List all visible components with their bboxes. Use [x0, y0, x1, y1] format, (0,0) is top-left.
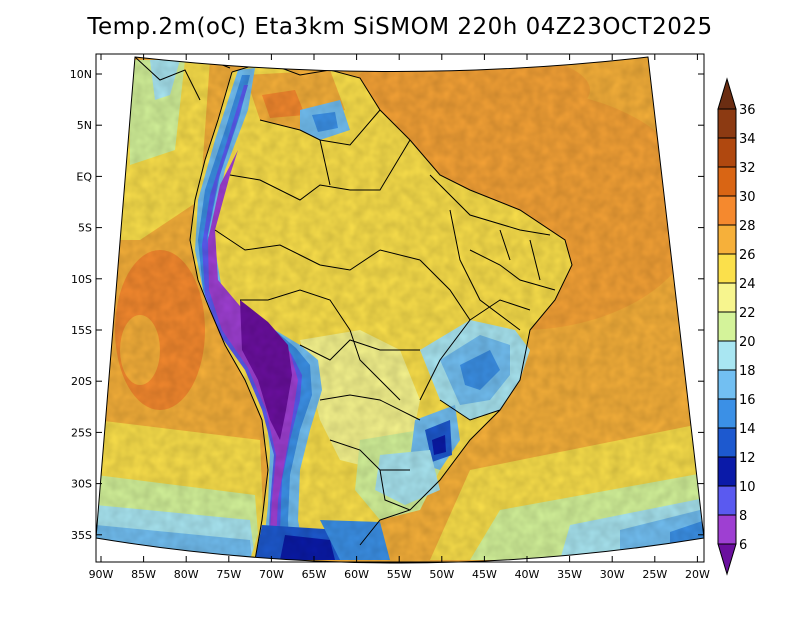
lon-label: 50W [429, 568, 454, 581]
colorbar-label: 10 [739, 480, 756, 495]
colorbar-segment [717, 137, 737, 168]
colorbar-label: 34 [739, 132, 756, 147]
lat-label: EQ [76, 170, 92, 183]
country-borders [134, 57, 573, 561]
colorbar-segment [717, 311, 737, 342]
colorbar-segment [717, 514, 737, 545]
lat-label: 20S [71, 375, 92, 388]
colorbar-bottom-arrow [717, 543, 737, 576]
lon-label: 20W [685, 568, 710, 581]
colorbar-top-arrow [717, 77, 737, 110]
lat-label: 5N [77, 119, 92, 132]
lat-label: 10N [70, 68, 92, 81]
map-frame [95, 56, 705, 564]
colorbar-segment [717, 340, 737, 371]
colorbar-label: 20 [739, 335, 756, 350]
lon-label: 85W [131, 568, 156, 581]
colorbar-segment [717, 282, 737, 313]
lon-label: 35W [557, 568, 582, 581]
colorbar-label: 18 [739, 364, 756, 379]
colorbar-label: 26 [739, 248, 756, 263]
colorbar-label: 16 [739, 393, 756, 408]
lon-label: 80W [174, 568, 199, 581]
lon-label: 70W [259, 568, 284, 581]
plot-frame [95, 53, 705, 563]
lat-label: 15S [71, 324, 92, 337]
colorbar-segment [717, 224, 737, 255]
lon-label: 60W [344, 568, 369, 581]
colorbar-label: 24 [739, 277, 756, 292]
colorbar-segment [717, 195, 737, 226]
colorbar: 36 34 32 30 28 26 24 22 20 18 16 14 12 10 8 6 [717, 77, 756, 576]
lon-label: 45W [472, 568, 497, 581]
colorbar-segment [717, 398, 737, 429]
lon-label: 25W [642, 568, 667, 581]
colorbar-segment [717, 456, 737, 487]
colorbar-segment [717, 369, 737, 400]
lon-label: 55W [387, 568, 412, 581]
colorbar-label: 12 [739, 451, 756, 466]
colorbar-segment [717, 485, 737, 516]
colorbar-label: 36 [739, 103, 756, 118]
colorbar-label: 14 [739, 422, 756, 437]
colorbar-segment [717, 427, 737, 458]
colorbar-label: 32 [739, 161, 756, 176]
colorbar-label: 28 [739, 219, 756, 234]
colorbar-segment [717, 108, 737, 139]
lat-label: 10S [71, 273, 92, 286]
lon-label: 90W [89, 568, 114, 581]
lat-label: 30S [71, 478, 92, 491]
colorbar-segment [717, 253, 737, 284]
colorbar-label: 22 [739, 306, 756, 321]
lat-label: 25S [71, 426, 92, 439]
map-title: Temp.2m(oC) Eta3km SiSMOM 220h 04Z23OCT2… [87, 14, 713, 40]
latitude-axis: 10N 5N EQ 5S 10S 15S 20S 25S 30S 35S [70, 68, 704, 542]
lon-label: 75W [216, 568, 241, 581]
colorbar-label: 6 [739, 538, 747, 553]
lon-label: 30W [600, 568, 625, 581]
map-field [96, 57, 704, 563]
longitude-axis: 90W 85W 80W 75W 70W 65W 60W 55W 50W 45W 40W 35W 30W 2… [89, 54, 710, 581]
lat-label: 5S [78, 222, 92, 235]
colorbar-segment [717, 166, 737, 197]
colorbar-label: 30 [739, 190, 756, 205]
lon-label: 40W [515, 568, 540, 581]
lat-label: 35S [71, 529, 92, 542]
lon-label: 65W [302, 568, 327, 581]
colorbar-label: 8 [739, 509, 747, 524]
